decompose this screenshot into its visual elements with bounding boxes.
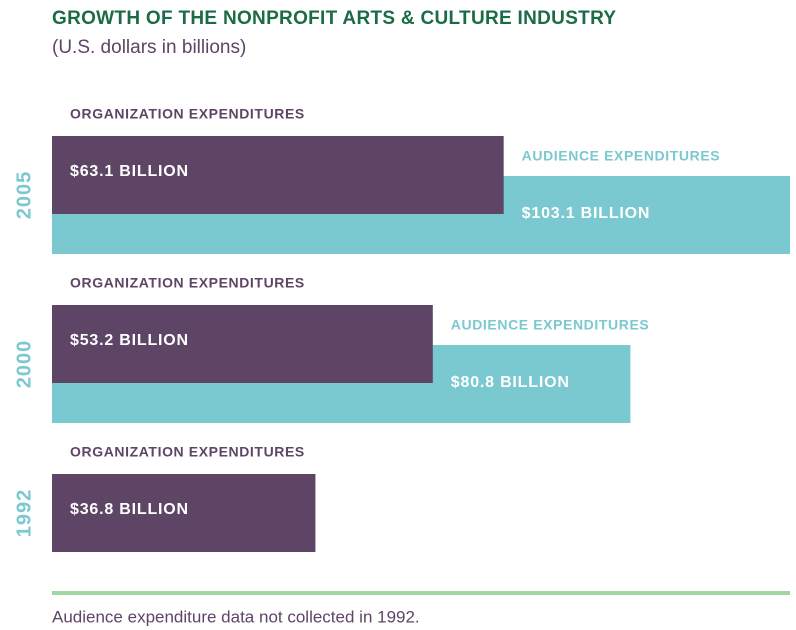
series-label: ORGANIZATION EXPENDITURES <box>70 106 305 122</box>
value-label: $36.8 BILLION <box>70 501 189 518</box>
category-label: 2005 <box>13 171 35 220</box>
series-label: AUDIENCE EXPENDITURES <box>522 148 721 164</box>
category-label: 1992 <box>13 489 35 538</box>
series-label: ORGANIZATION EXPENDITURES <box>70 275 305 291</box>
bar <box>52 305 433 383</box>
value-label: $80.8 BILLION <box>451 374 570 391</box>
note: Audience expenditure data not collected … <box>52 607 420 626</box>
series-label: ORGANIZATION EXPENDITURES <box>70 444 305 460</box>
series-label: AUDIENCE EXPENDITURES <box>451 317 650 333</box>
chart-title: GROWTH OF THE NONPROFIT ARTS & CULTURE I… <box>52 8 616 29</box>
value-label: $103.1 BILLION <box>522 205 651 222</box>
chart-subtitle: (U.S. dollars in billions) <box>52 37 246 58</box>
bar <box>52 474 316 552</box>
value-label: $53.2 BILLION <box>70 332 189 349</box>
value-label: $63.1 BILLION <box>70 163 189 180</box>
bar <box>52 136 504 214</box>
category-label: 2000 <box>13 340 35 389</box>
